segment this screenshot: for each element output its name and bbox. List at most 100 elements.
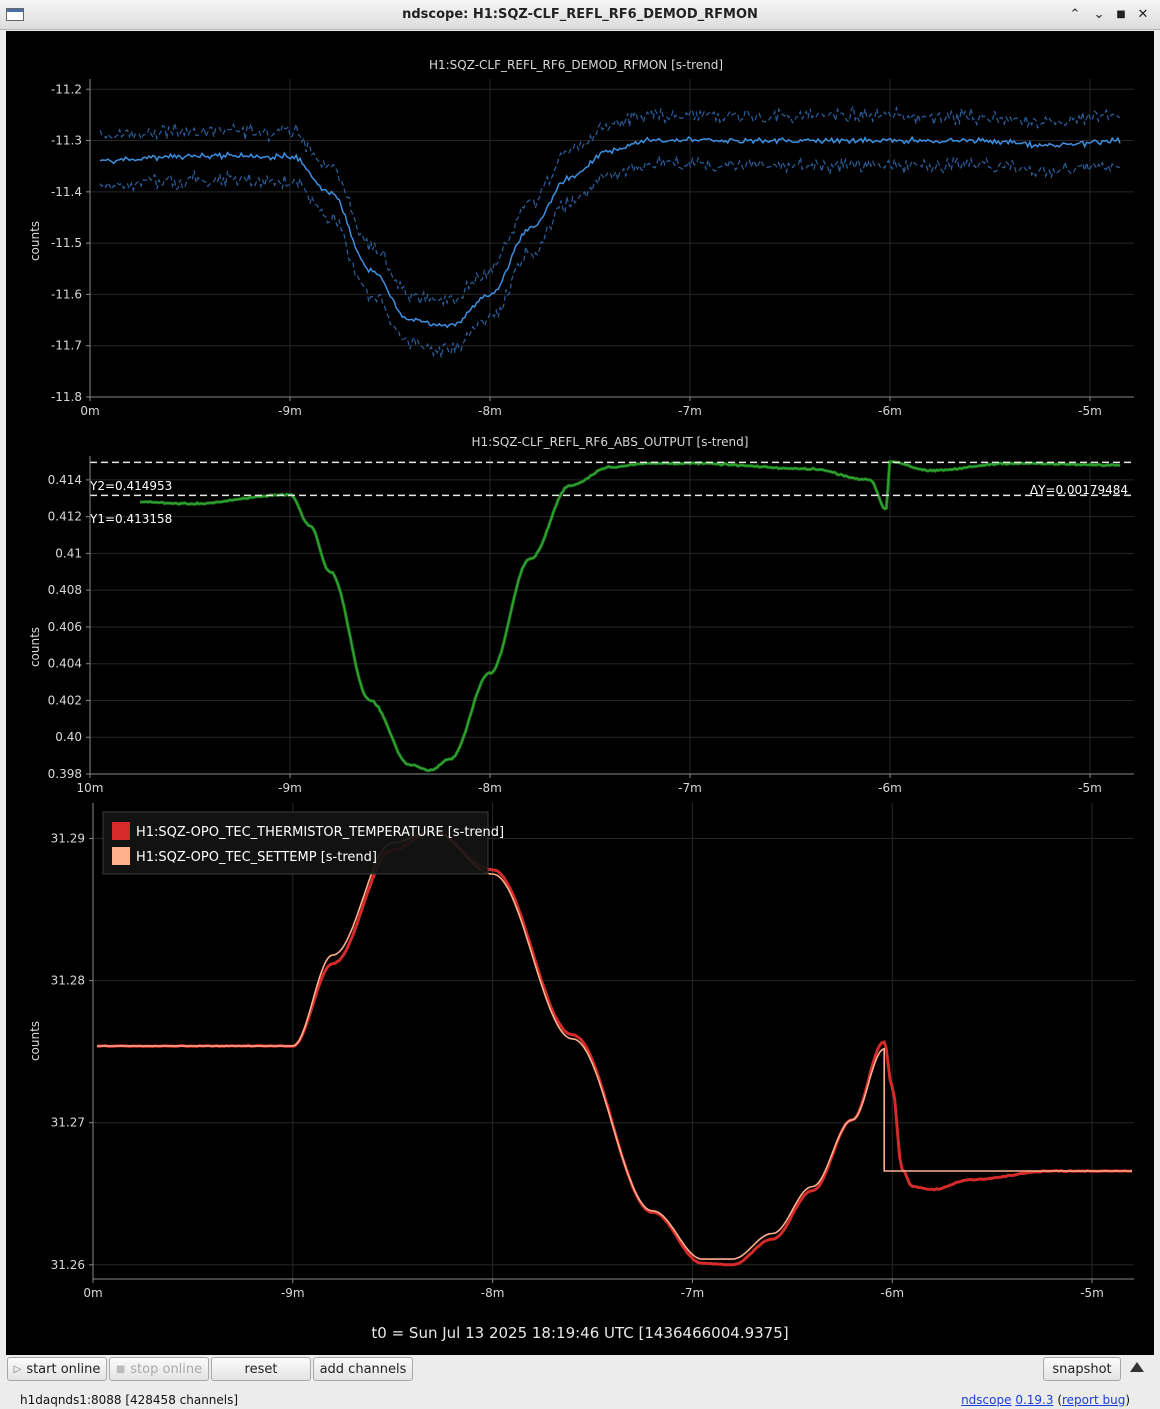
x-tick-label: -9m xyxy=(278,404,302,418)
x-tick-label: -8m xyxy=(481,1286,505,1300)
thermistor-line xyxy=(96,829,1133,1267)
x-tick-label: -5m xyxy=(1078,404,1102,418)
y-tick-label: 0.404 xyxy=(48,657,82,671)
x-tick-label: -8m xyxy=(478,781,502,795)
report-bug-link[interactable]: report bug xyxy=(1062,1393,1126,1407)
plot-opo-tec-x-ticks: 0m -9m -8m -7m -6m -5m xyxy=(83,1279,1104,1300)
y-tick-label: 0.402 xyxy=(48,693,82,707)
y-tick-label: -11.3 xyxy=(51,134,82,148)
legend-swatch-settemp xyxy=(112,847,130,865)
legend-label-settemp: H1:SQZ-OPO_TEC_SETTEMP [s-trend] xyxy=(136,850,377,865)
x-tick-label: -5m xyxy=(1078,781,1102,795)
y-tick-label: 0.398 xyxy=(48,767,82,781)
x-tick-label: -8m xyxy=(478,404,502,418)
y-tick-label: -11.8 xyxy=(51,390,82,404)
close-paren: ) xyxy=(1125,1393,1130,1407)
abs-output-envelope xyxy=(140,459,1121,773)
cursor-y1-label: Y1=0.413158 xyxy=(89,512,172,526)
x-tick-label: -9m xyxy=(281,1286,305,1300)
x-tick-label: -6m xyxy=(880,1286,904,1300)
open-paren: ( xyxy=(1053,1393,1062,1407)
snapshot-button[interactable]: snapshot xyxy=(1043,1357,1121,1381)
settemp-line xyxy=(97,830,1132,1260)
x-tick-label: 0m xyxy=(80,404,99,418)
x-tick-label: -7m xyxy=(678,404,702,418)
version-info: ndscope 0.19.3 (report bug) xyxy=(961,1393,1130,1407)
server-status: h1daqnds1:8088 [428458 channels] xyxy=(20,1393,239,1407)
close-button[interactable]: ✕ xyxy=(1137,7,1149,22)
cursor-y2-label: Y2=0.414953 xyxy=(89,479,172,493)
plot-rfmon[interactable]: H1:SQZ-CLF_REFL_RF6_DEMOD_RFMON [s-trend… xyxy=(28,58,1134,418)
y-tick-label: 0.414 xyxy=(48,473,82,487)
window-titlebar: ndscope: H1:SQZ-CLF_REFL_RF6_DEMOD_RFMON… xyxy=(0,0,1160,30)
app-window-icon[interactable] xyxy=(6,8,24,21)
y-tick-label: -11.4 xyxy=(51,185,82,199)
y-tick-label: -11.7 xyxy=(51,339,82,353)
plot-rfmon-y-ticks: -11.2 -11.3 -11.4 -11.5 -11.6 -11.7 -11.8 xyxy=(51,82,90,404)
plot-rfmon-x-ticks: 0m -9m -8m -7m -6m -5m xyxy=(80,397,1102,418)
abs-output-line xyxy=(140,460,1121,772)
x-tick-label: -6m xyxy=(878,781,902,795)
legend-label-thermistor: H1:SQZ-OPO_TEC_THERMISTOR_TEMPERATURE [s… xyxy=(136,825,504,840)
y-tick-label: -11.2 xyxy=(51,82,82,96)
x-tick-label: -7m xyxy=(681,1286,705,1300)
plot-opo-tec-axes xyxy=(92,803,1134,1280)
start-online-button[interactable]: ▷ start online xyxy=(7,1357,107,1381)
plot-opo-tec-y-ticks: 31.29 31.28 31.27 31.26 xyxy=(51,832,93,1272)
plots-canvas[interactable]: H1:SQZ-CLF_REFL_RF6_DEMOD_RFMON [s-trend… xyxy=(6,31,1154,1355)
start-online-label: start online xyxy=(26,1361,101,1377)
plot-abs-output-traces xyxy=(140,459,1121,773)
y-tick-label: 31.27 xyxy=(51,1116,85,1130)
plot-rfmon-title: H1:SQZ-CLF_REFL_RF6_DEMOD_RFMON [s-trend… xyxy=(429,58,723,72)
plot-opo-tec[interactable]: counts 31.29 31.28 31.27 31.26 0m -9m -8m -7m -… xyxy=(28,803,1134,1300)
stop-online-label: stop online xyxy=(130,1361,203,1377)
version-link[interactable]: 0.19.3 xyxy=(1015,1393,1054,1407)
legend-box xyxy=(102,811,489,875)
plot-abs-output-axes xyxy=(89,456,1134,775)
keep-above-button[interactable]: ⌃ xyxy=(1069,7,1081,22)
rfmon-mean-line xyxy=(99,135,1121,329)
x-tick-label: -9m xyxy=(278,781,302,795)
y-tick-label: 0.408 xyxy=(48,583,82,597)
y-tick-label: 0.412 xyxy=(48,510,82,524)
rfmon-min-line xyxy=(99,155,1121,358)
maximize-button[interactable]: ■ xyxy=(1116,9,1126,20)
bottom-toolbar: ▷ start online ■ stop online reset add cha… xyxy=(0,1355,1160,1409)
plot-abs-output-grid xyxy=(90,456,1134,774)
stop-online-button[interactable]: ■ stop online xyxy=(109,1357,209,1381)
add-channels-button[interactable]: add channels xyxy=(313,1357,413,1381)
y-tick-label: 0.406 xyxy=(48,620,82,634)
y-tick-label: 31.26 xyxy=(51,1258,85,1272)
plot-abs-output[interactable]: H1:SQZ-CLF_REFL_RF6_ABS_OUTPUT [s-trend]… xyxy=(28,435,1134,795)
play-icon: ▷ xyxy=(13,1363,22,1375)
y-tick-label: -11.6 xyxy=(51,287,82,301)
y-tick-label: 0.40 xyxy=(55,730,82,744)
x-tick-label: -5m xyxy=(1080,1286,1104,1300)
window-title: ndscope: H1:SQZ-CLF_REFL_RF6_DEMOD_RFMON xyxy=(402,7,758,22)
plot-opo-tec-traces xyxy=(96,829,1133,1267)
legend-swatch-thermistor xyxy=(112,822,130,840)
plot-opo-tec-legend[interactable]: H1:SQZ-OPO_TEC_THERMISTOR_TEMPERATURE [s… xyxy=(102,811,504,875)
plot-abs-output-title: H1:SQZ-CLF_REFL_RF6_ABS_OUTPUT [s-trend] xyxy=(472,435,749,449)
x-tick-label: 0m xyxy=(83,1286,102,1300)
y-tick-label: 0.41 xyxy=(55,546,82,560)
plot-abs-output-ylabel: counts xyxy=(28,627,42,667)
collapse-arrow-icon[interactable] xyxy=(1130,1362,1144,1372)
plot-opo-tec-ylabel: counts xyxy=(28,1021,42,1061)
reset-button[interactable]: reset xyxy=(211,1357,311,1381)
t0-label: t0 = Sun Jul 13 2025 18:19:46 UTC [14364… xyxy=(371,1324,788,1342)
x-tick-label: 10m xyxy=(77,781,104,795)
plot-abs-output-x-ticks: 10m -9m -8m -7m -6m -5m xyxy=(77,774,1102,795)
plot-abs-output-y-ticks: 0.414 0.412 0.41 0.408 0.406 0.404 0.402 0.40 0.… xyxy=(48,473,90,781)
ndscope-link[interactable]: ndscope xyxy=(961,1393,1012,1407)
x-tick-label: -6m xyxy=(878,404,902,418)
plot-rfmon-ylabel: counts xyxy=(28,221,42,261)
y-tick-label: 31.29 xyxy=(51,832,85,846)
minimize-button[interactable]: ⌄ xyxy=(1093,7,1105,22)
stop-icon: ■ xyxy=(115,1363,126,1375)
y-tick-label: 31.28 xyxy=(51,974,85,988)
plot-rfmon-axes xyxy=(89,79,1134,398)
cursor-delta-label: ΔY=0.00179484 xyxy=(1030,483,1128,497)
plot-area[interactable]: H1:SQZ-CLF_REFL_RF6_DEMOD_RFMON [s-trend… xyxy=(6,31,1154,1355)
plot-rfmon-traces xyxy=(99,104,1121,358)
